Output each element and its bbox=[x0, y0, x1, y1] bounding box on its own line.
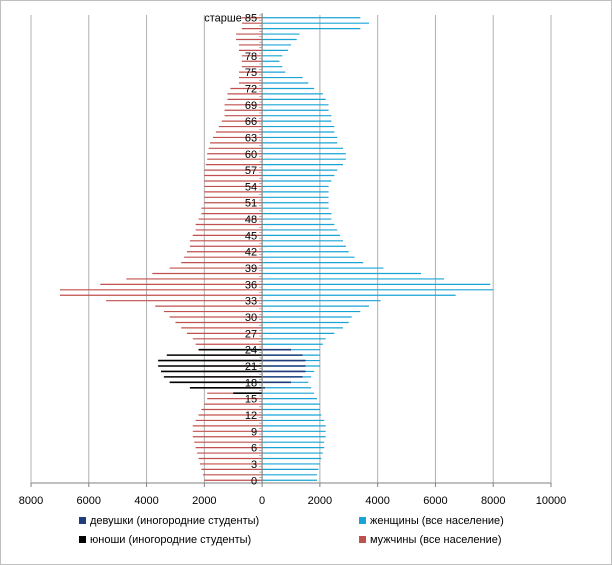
x-tick-label-9: 10000 bbox=[536, 495, 567, 507]
y-tick-label-7: 21 bbox=[245, 361, 257, 373]
legend-label-boys: юноши (иногородние студенты) bbox=[90, 534, 252, 546]
x-tick-label-1: 6000 bbox=[77, 495, 101, 507]
legend-item-women: женщины (все население) bbox=[359, 515, 504, 527]
x-tick-label-7: 6000 bbox=[423, 495, 447, 507]
y-tick-label-22: 66 bbox=[245, 116, 257, 128]
y-tick-label-3: 9 bbox=[251, 426, 257, 438]
y-tick-label-16: 48 bbox=[245, 214, 257, 226]
y-tick-label-9: 27 bbox=[245, 328, 257, 340]
y-tick-label-14: 42 bbox=[245, 247, 257, 259]
x-tick-label-4: 0 bbox=[259, 495, 265, 507]
y-tick-labels: 0369121518212427303336394245485154576063… bbox=[204, 13, 257, 488]
legend-swatch-men bbox=[359, 535, 366, 543]
legend-item-men: мужчины (все население) bbox=[359, 534, 502, 546]
y-tick-label-18: 54 bbox=[245, 181, 257, 193]
y-tick-label-20: 60 bbox=[245, 149, 257, 161]
y-tick-label-11: 33 bbox=[245, 296, 257, 308]
x-tick-labels: 8000 6000 4000 2000 0 2000 4000 6000 8000 10000 bbox=[19, 495, 567, 507]
axes bbox=[30, 13, 552, 487]
legend-label-girls: девушки (иногородние студенты) bbox=[90, 515, 260, 527]
y-tick-label-23: 69 bbox=[245, 100, 257, 112]
y-tick-label-10: 30 bbox=[245, 312, 257, 324]
y-tick-label-0: 0 bbox=[251, 475, 257, 487]
y-tick-label-12: 36 bbox=[245, 279, 257, 291]
legend-item-boys: юноши (иногородние студенты) bbox=[79, 534, 251, 546]
y-tick-label-2: 6 bbox=[251, 443, 257, 455]
x-tick-label-6: 4000 bbox=[365, 495, 389, 507]
y-tick-label-21: 63 bbox=[245, 132, 257, 144]
bars bbox=[59, 17, 494, 481]
x-tick-label-3: 2000 bbox=[192, 495, 216, 507]
y-tick-label-8: 24 bbox=[245, 345, 257, 357]
y-tick-label-4: 12 bbox=[245, 410, 257, 422]
y-tick-label-15: 45 bbox=[245, 230, 257, 242]
legend-label-men: мужчины (все население) bbox=[370, 534, 502, 546]
y-tick-label-1: 3 bbox=[251, 459, 257, 471]
y-tick-label-26: 78 bbox=[245, 51, 257, 63]
y-tick-label-27: старше 85 bbox=[204, 13, 257, 25]
legend-label-women: женщины (все население) bbox=[370, 515, 504, 527]
x-tick-label-5: 2000 bbox=[308, 495, 332, 507]
x-tick-label-0: 8000 bbox=[19, 495, 43, 507]
legend-swatch-women bbox=[359, 516, 366, 524]
y-tick-label-24: 72 bbox=[245, 83, 257, 95]
legend-swatch-boys bbox=[79, 535, 86, 543]
y-tick-label-19: 57 bbox=[245, 165, 257, 177]
y-tick-label-13: 39 bbox=[245, 263, 257, 275]
legend-item-girls: девушки (иногородние студенты) bbox=[79, 515, 259, 527]
gridlines bbox=[30, 15, 552, 483]
legend-swatch-girls bbox=[79, 516, 86, 524]
y-tick-label-25: 75 bbox=[245, 67, 257, 79]
x-tick-label-8: 8000 bbox=[481, 495, 505, 507]
y-tick-label-6: 18 bbox=[245, 377, 257, 389]
x-tick-label-2: 4000 bbox=[134, 495, 158, 507]
y-tick-label-5: 15 bbox=[245, 394, 257, 406]
y-tick-label-17: 51 bbox=[245, 198, 257, 210]
